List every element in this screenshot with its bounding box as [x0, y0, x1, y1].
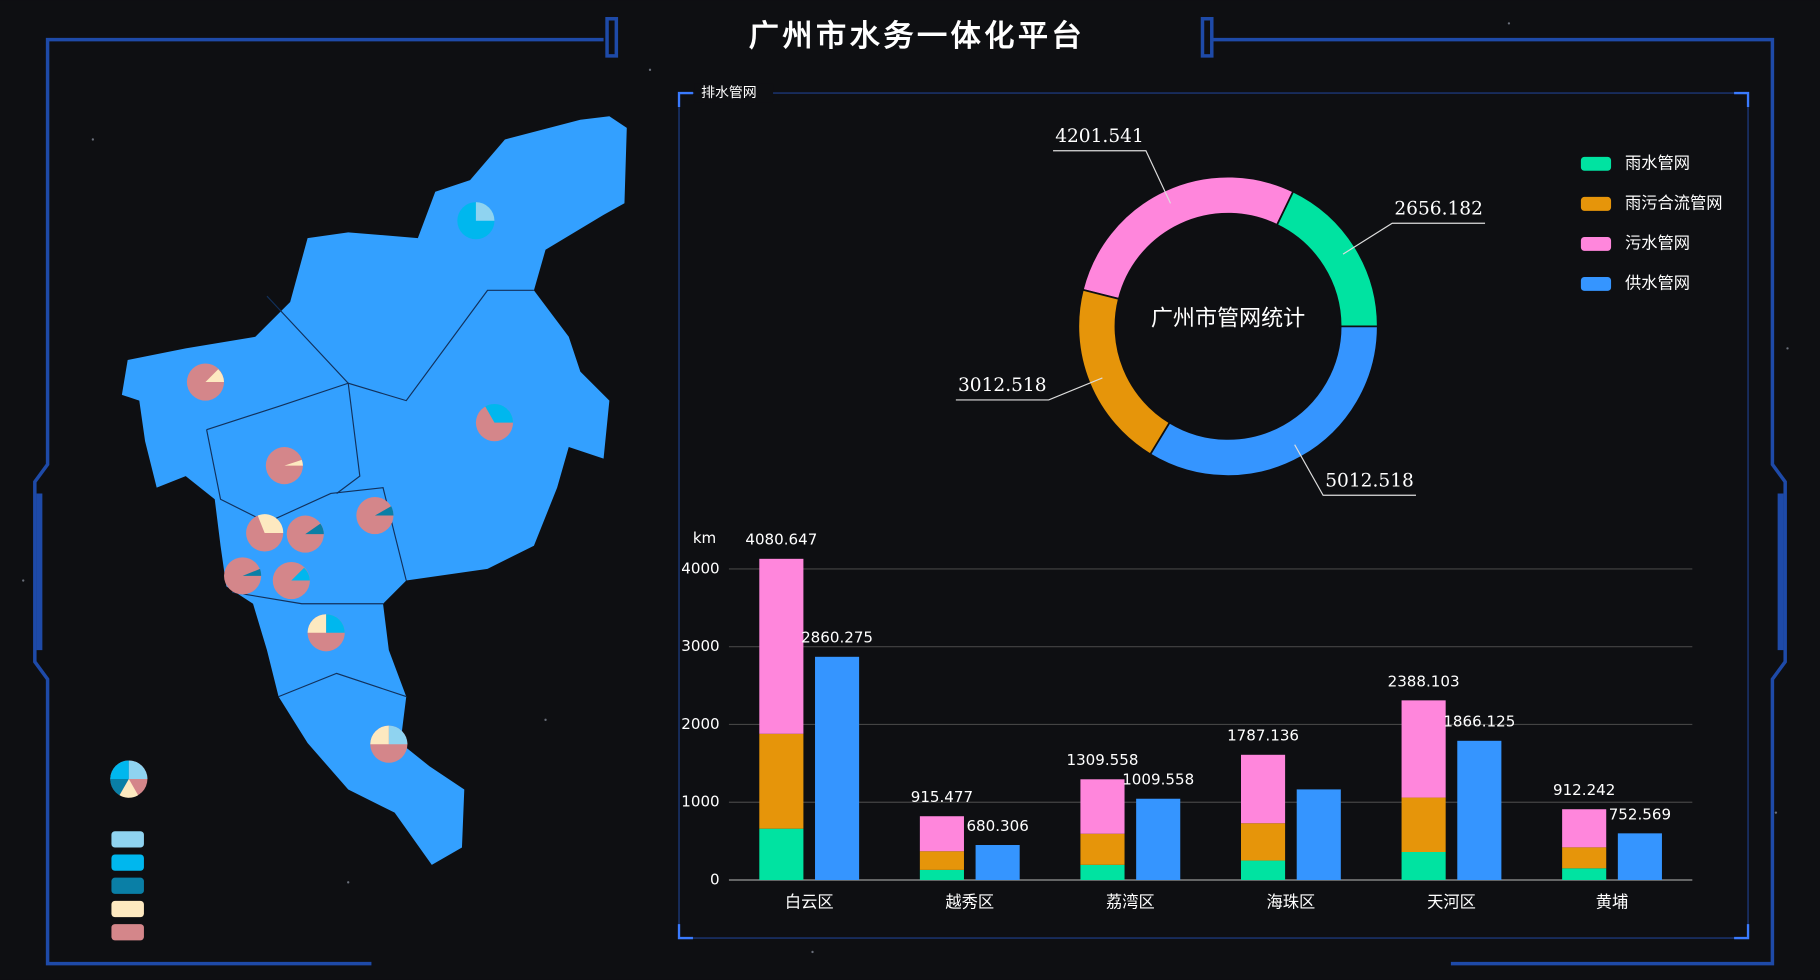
bar — [1240, 860, 1286, 880]
map — [121, 116, 627, 865]
charts: 2656.182 4201.541 3012.518 5012.518 广州市管网统计 0… — [681, 126, 1722, 912]
panel-border — [678, 92, 1749, 939]
legend-label: 污水管网 — [1625, 233, 1690, 252]
bar — [919, 851, 964, 870]
bar — [1240, 754, 1286, 824]
legend-swatch — [1580, 236, 1612, 251]
leader-line — [955, 377, 1103, 401]
bar — [975, 845, 1020, 880]
bar — [759, 733, 804, 829]
supply-value-label: 1866.125 — [1443, 713, 1515, 731]
donut-center-title: 广州市管网统计 — [1151, 306, 1305, 331]
stack-total-label: 1787.136 — [1227, 727, 1299, 745]
x-tick-label: 荔湾区 — [1106, 893, 1155, 912]
legend-swatch — [1580, 156, 1612, 171]
bar — [1080, 864, 1125, 880]
x-tick-label: 黄埔 — [1596, 893, 1629, 912]
bar — [1457, 740, 1502, 880]
supply-value-label: 2860.275 — [801, 629, 873, 647]
bar — [815, 656, 860, 880]
stack-total-label: 2388.103 — [1388, 672, 1460, 690]
x-tick-label: 海珠区 — [1267, 893, 1316, 912]
stars — [22, 22, 1789, 954]
legend-swatch — [1580, 196, 1612, 211]
bar — [1562, 847, 1607, 869]
bar — [1617, 833, 1662, 880]
legend-swatch — [1580, 277, 1612, 291]
panel-corners — [677, 91, 1750, 940]
donut-value-label: 2656.182 — [1394, 198, 1483, 219]
y-tick-label: 1000 — [681, 793, 719, 811]
legend-label: 雨污合流管网 — [1625, 193, 1723, 212]
x-tick-label: 越秀区 — [945, 893, 994, 912]
map-borders — [206, 289, 534, 698]
legend-label: 雨水管网 — [1625, 153, 1690, 172]
bar — [1401, 797, 1446, 853]
bar — [1080, 833, 1125, 865]
panel-title: 排水管网 — [701, 85, 757, 101]
donut-segment — [1149, 325, 1379, 477]
bar — [1562, 868, 1607, 880]
bar — [1080, 779, 1125, 834]
supply-value-label: 1009.558 — [1122, 771, 1194, 789]
panel-title-bg — [694, 83, 774, 103]
bar — [759, 558, 804, 734]
bar — [919, 816, 964, 852]
map-pies — [110, 202, 514, 798]
bar — [1240, 823, 1286, 861]
bar — [759, 828, 804, 880]
legend-label: 供水管网 — [1625, 273, 1690, 292]
supply-value-label: 680.306 — [966, 817, 1028, 835]
page-title: 广州市水务一体化平台 — [749, 18, 1085, 54]
leader-line — [1342, 222, 1486, 255]
bar — [1401, 700, 1446, 798]
stack-total-label: 4080.647 — [745, 531, 817, 549]
frame — [33, 17, 1787, 966]
donut-value-label: 3012.518 — [958, 375, 1047, 396]
stack-total-label: 915.477 — [911, 788, 973, 806]
bar — [1401, 852, 1446, 880]
stack-total-label: 912.242 — [1553, 781, 1615, 799]
bar — [1296, 789, 1341, 880]
donut-value-label: 4201.541 — [1055, 126, 1144, 147]
bar — [1562, 809, 1607, 848]
y-axis-label: km — [693, 529, 716, 547]
stack-total-label: 1309.558 — [1067, 751, 1139, 769]
supply-value-label: 752.569 — [1609, 805, 1671, 823]
leader-line — [1053, 150, 1172, 204]
x-tick-label: 天河区 — [1427, 893, 1476, 912]
x-tick-label: 白云区 — [785, 893, 834, 912]
bar — [1136, 798, 1181, 880]
leader-line — [1294, 444, 1416, 496]
y-tick-label: 2000 — [681, 715, 719, 733]
donut-value-label: 5012.518 — [1325, 470, 1414, 491]
y-tick-label: 0 — [710, 871, 720, 889]
y-tick-label: 3000 — [681, 637, 719, 655]
y-tick-label: 4000 — [681, 559, 719, 577]
map-legend — [111, 831, 144, 941]
bar — [919, 869, 964, 880]
